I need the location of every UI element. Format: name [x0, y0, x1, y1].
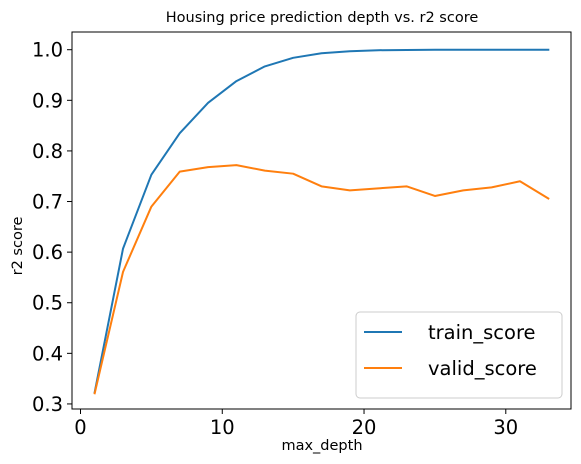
x-tick-label: 20 [352, 416, 377, 439]
x-axis-label: max_depth [281, 438, 362, 454]
y-axis-label: r2 score [10, 217, 26, 276]
x-tick-label: 30 [493, 416, 518, 439]
y-tick-label: 0.9 [32, 89, 63, 112]
y-tick-label: 0.4 [32, 342, 63, 365]
series-line-valid-score [93, 164, 550, 395]
y-tick-label: 1.0 [32, 39, 63, 62]
chart-title: Housing price prediction depth vs. r2 sc… [166, 10, 479, 26]
legend-label-valid-score: valid_score [428, 357, 537, 380]
y-tick-label: 0.7 [32, 191, 63, 214]
x-tick-label: 0 [74, 416, 86, 439]
legend-box [355, 311, 563, 399]
y-tick-label: 0.6 [32, 241, 63, 264]
legend: train_score valid_score [355, 311, 563, 399]
x-tick-label: 10 [210, 416, 235, 439]
axis-ticks: 0 10 20 30 0.3 0.4 0.5 0.6 0.7 0.8 0.9 1.0 [32, 39, 518, 439]
y-tick-label: 0.3 [32, 393, 63, 416]
series-line-train-score [93, 48, 550, 394]
plot-area [93, 48, 550, 395]
plot-frame [71, 31, 572, 410]
legend-label-train-score: train_score [428, 321, 536, 344]
y-tick-label: 0.8 [32, 140, 63, 163]
y-tick-label: 0.5 [32, 292, 63, 315]
